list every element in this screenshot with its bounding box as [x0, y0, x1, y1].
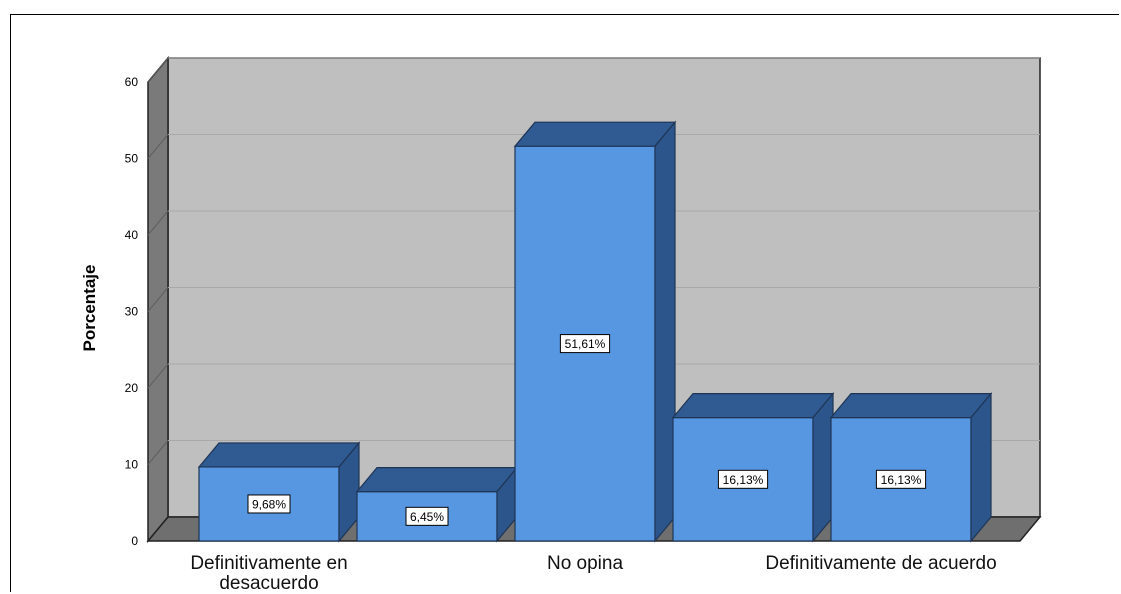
data-label-text: 51,61%: [565, 337, 606, 351]
data-label-box: [717, 469, 769, 489]
data-label: 6,45%: [405, 506, 449, 526]
data-label-box: [875, 469, 927, 489]
gridline-side: [147, 57, 169, 83]
bar-top: [671, 393, 835, 419]
data-labels: 9,68% 6,45% 51,61% 16,13% 16,13%: [247, 334, 927, 526]
gridline-side: [147, 363, 169, 389]
bar-side: [970, 391, 992, 543]
data-label: 9,68%: [247, 494, 291, 514]
y-tick-label: 40: [125, 228, 139, 242]
bar-side: [654, 120, 676, 543]
bar-top: [197, 442, 361, 468]
bar: [513, 120, 677, 543]
gridline-side: [147, 440, 169, 465]
x-tick-label: No opina: [547, 553, 623, 574]
bars: [197, 120, 993, 543]
bar-top: [355, 467, 519, 493]
bar: [671, 391, 835, 543]
bar-top: [513, 121, 677, 147]
y-axis-label: Porcentaje: [80, 265, 99, 352]
bar-side: [812, 391, 834, 543]
y-tick-label: 10: [125, 458, 139, 472]
data-label: 16,13%: [875, 469, 927, 489]
y-tick-label: 50: [125, 152, 139, 166]
y-tick-label: 20: [125, 381, 139, 395]
data-label-text: 16,13%: [881, 473, 922, 487]
gridline-side: [147, 134, 169, 159]
y-tick-label: 0: [131, 534, 138, 548]
bar: [829, 391, 993, 543]
y-axis-ticks: 0 10 20 30 40 50 60: [125, 75, 139, 548]
gridline-side: [147, 287, 169, 312]
bar-top: [829, 393, 993, 419]
gridline-side: [147, 210, 169, 236]
data-label: 16,13%: [717, 469, 769, 489]
bar-front: [356, 491, 498, 542]
bar: [197, 441, 361, 543]
y-tick-label: 60: [125, 75, 139, 89]
bar: [355, 466, 519, 543]
data-label-text: 9,68%: [252, 497, 286, 511]
data-label-text: 16,13%: [723, 473, 764, 487]
data-label: 51,61%: [559, 334, 611, 354]
x-tick-label: Definitivamente de acuerdo: [765, 553, 996, 574]
x-tick-label: desacuerdo: [219, 573, 318, 594]
data-label-text: 6,45%: [410, 510, 444, 524]
chart-frame: [10, 14, 1119, 592]
y-tick-label: 30: [125, 305, 139, 319]
data-label-box: [247, 494, 291, 514]
data-label-box: [559, 334, 611, 354]
x-tick-label: Definitivamente en: [190, 553, 347, 574]
data-label-box: [405, 506, 449, 526]
